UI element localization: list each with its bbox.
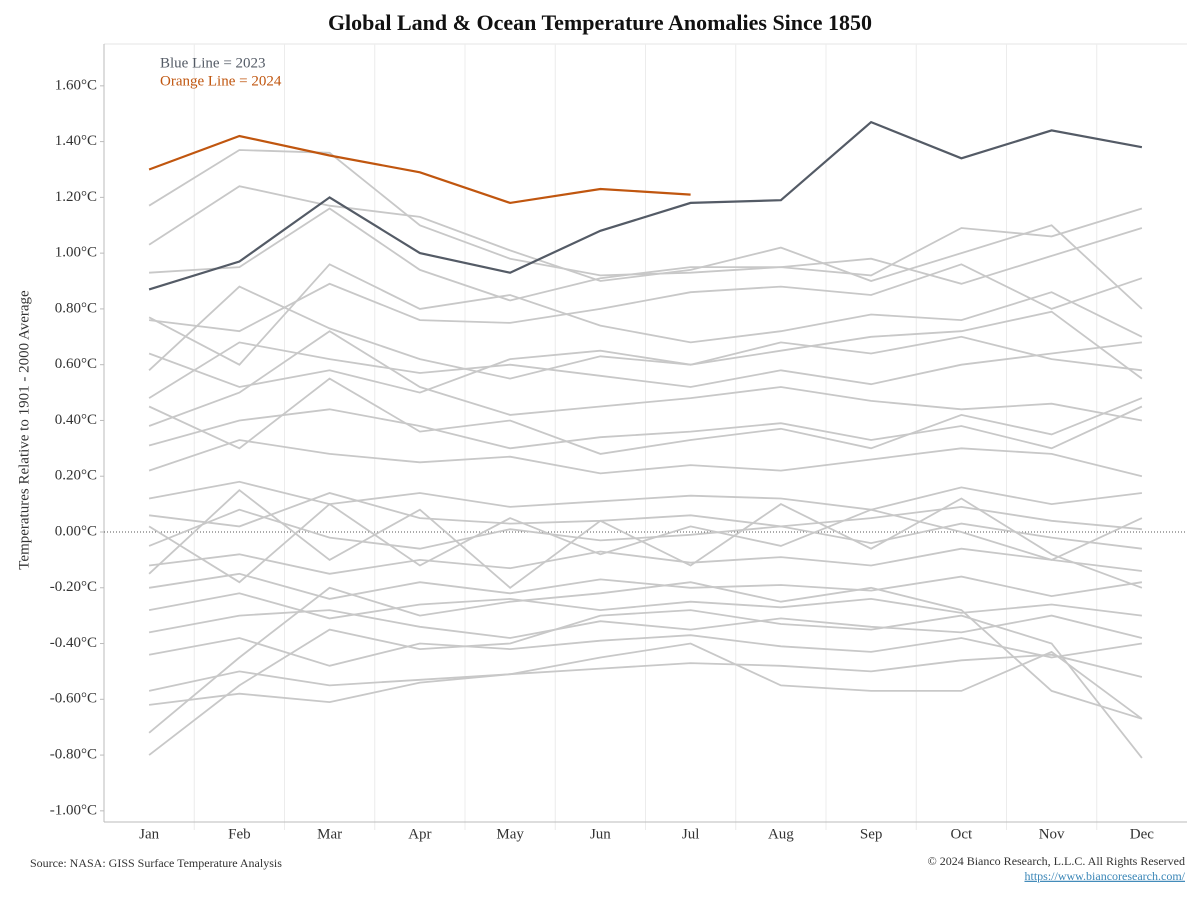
series-line [148, 185, 1143, 310]
website-url[interactable]: https://www.biancoresearch.com/ [1024, 869, 1185, 883]
series-line [148, 502, 1143, 584]
series-line [148, 330, 1143, 427]
series-line [148, 642, 1143, 720]
y-tick-label: -0.20°C [50, 579, 97, 595]
y-tick-label: 1.60°C [55, 77, 97, 93]
x-tick-label: Sep [860, 826, 883, 842]
y-tick-label: -0.40°C [50, 635, 97, 651]
series-line [148, 572, 1143, 600]
x-tick-label: Aug [768, 826, 794, 842]
y-tick-label: 0.00°C [55, 523, 97, 539]
y-tick-label: -0.60°C [50, 691, 97, 707]
series-line [148, 592, 1143, 620]
x-tick-label: Feb [228, 826, 251, 842]
y-tick-label: 1.40°C [55, 133, 97, 149]
y-tick-label: -0.80°C [50, 747, 97, 763]
copyright: © 2024 Bianco Research, L.L.C. All Right… [928, 854, 1185, 868]
chart-title: Global Land & Ocean Temperature Anomalie… [328, 10, 872, 35]
y-tick-label: 0.20°C [55, 468, 97, 484]
series-line [148, 634, 1143, 667]
series-line [148, 341, 1143, 399]
x-tick-label: Oct [951, 826, 973, 842]
y-tick-label: 0.80°C [55, 300, 97, 316]
x-tick-label: Jun [590, 826, 611, 842]
series-line [148, 609, 1143, 639]
series-line [148, 263, 1143, 333]
annotation: Blue Line = 2023 [160, 55, 266, 71]
series-line [148, 285, 1143, 380]
series-line [148, 492, 1142, 531]
x-tick-label: Jul [682, 826, 700, 842]
series-line [148, 439, 1143, 478]
y-tick-label: 1.20°C [55, 189, 97, 205]
series-line [148, 120, 1143, 291]
x-tick-label: May [496, 826, 524, 842]
series-line [149, 207, 1143, 302]
source: Source: NASA: GISS Surface Temperature A… [30, 856, 282, 870]
series-line [148, 480, 1143, 511]
series-line [148, 609, 1143, 759]
website-link[interactable]: https://www.biancoresearch.com/ [1024, 869, 1185, 883]
series-line [148, 335, 1143, 394]
y-tick-label: 1.00°C [55, 245, 97, 261]
series-line [148, 489, 1143, 589]
series-line [148, 547, 1143, 575]
series-line [148, 581, 1143, 734]
x-tick-label: Jan [139, 826, 159, 842]
x-tick-label: Mar [317, 826, 342, 842]
y-axis-label: Temperatures Relative to 1901 - 2000 Ave… [16, 290, 32, 570]
series-line [148, 263, 1143, 366]
y-tick-label: 0.40°C [55, 412, 97, 428]
series-line [148, 134, 691, 205]
series-line [148, 653, 1143, 692]
y-tick-label: -1.00°C [50, 802, 97, 818]
y-tick-label: 0.60°C [55, 356, 97, 372]
annotation: Orange Line = 2024 [160, 73, 282, 89]
x-tick-label: Dec [1130, 826, 1154, 842]
series-line [148, 508, 1143, 550]
x-tick-label: Nov [1039, 826, 1065, 842]
x-tick-label: Apr [408, 826, 431, 842]
series-line [148, 405, 1143, 450]
series-line [148, 377, 1143, 455]
